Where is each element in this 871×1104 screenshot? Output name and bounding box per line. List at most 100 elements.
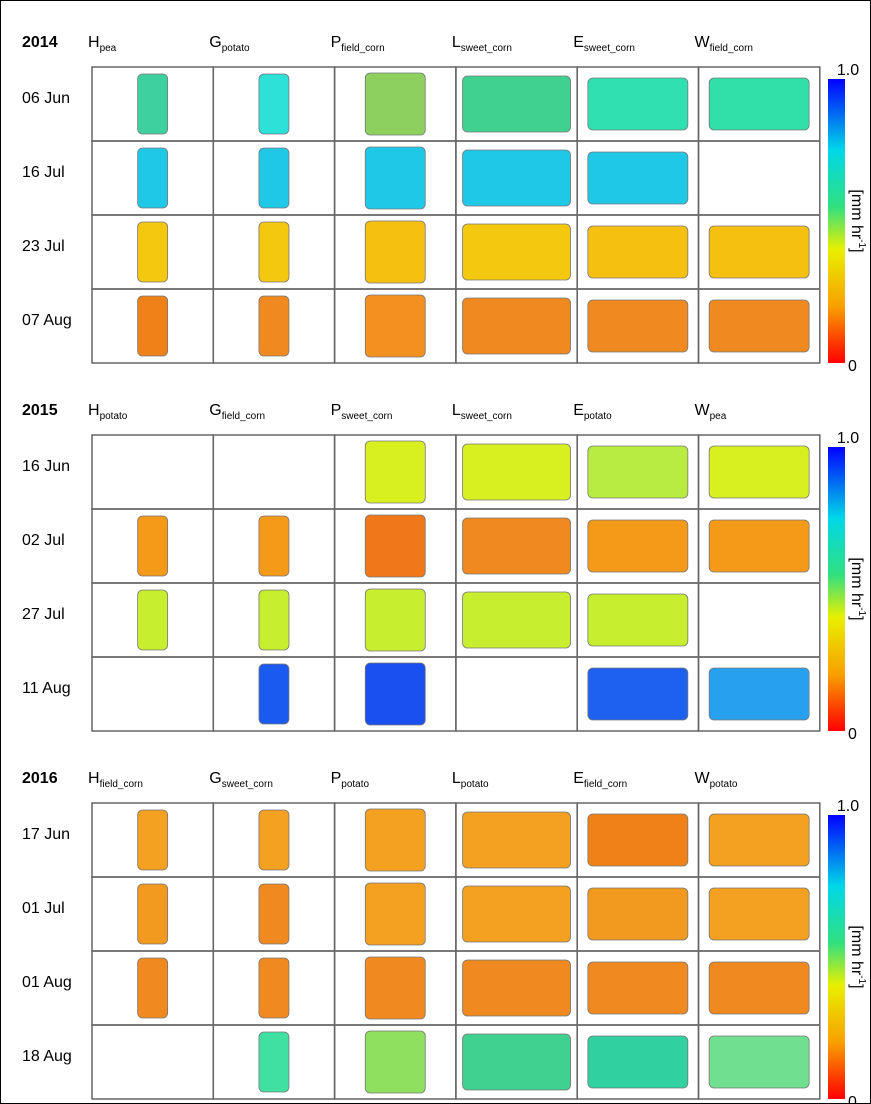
unit-end: ] xyxy=(848,248,865,252)
field-map xyxy=(463,444,571,500)
field-map xyxy=(463,76,571,132)
plot-letter: H xyxy=(88,34,100,51)
field-map xyxy=(463,150,571,206)
field-map xyxy=(259,958,289,1018)
field-map xyxy=(588,520,688,572)
field-map xyxy=(259,1032,289,1092)
crop-name: potato xyxy=(222,43,250,54)
plot-letter: P xyxy=(331,770,342,787)
date-label: 01 Jul xyxy=(22,900,65,917)
grid-cell xyxy=(92,1025,213,1099)
column-label: Efield_corn xyxy=(573,770,627,789)
field-map xyxy=(365,441,425,503)
plot-letter: P xyxy=(331,402,342,419)
date-label: 18 Aug xyxy=(22,1048,72,1065)
date-label: 07 Aug xyxy=(22,312,72,329)
field-map xyxy=(588,78,688,130)
field-map xyxy=(365,1031,425,1093)
colorbar-max: 1.0 xyxy=(837,798,859,815)
grid-cell xyxy=(699,583,820,657)
field-map xyxy=(138,810,168,870)
plot-letter: H xyxy=(88,770,100,787)
unit-end: ] xyxy=(848,984,865,988)
field-map xyxy=(588,594,688,646)
field-map xyxy=(463,592,571,648)
colorbar xyxy=(828,815,845,1099)
column-label: Pfield_corn xyxy=(331,34,385,53)
unit-text: [mm hr xyxy=(848,189,865,239)
column-label: Gpotato xyxy=(209,34,250,53)
field-map xyxy=(365,589,425,651)
crop-name: potato xyxy=(461,779,489,790)
colorbar-min: 0 xyxy=(848,1094,857,1104)
field-map xyxy=(463,960,571,1016)
field-map xyxy=(365,957,425,1019)
field-map xyxy=(588,888,688,940)
field-map xyxy=(709,300,809,352)
plot-letter: W xyxy=(695,402,711,419)
unit-text: [mm hr xyxy=(848,925,865,975)
crop-name: field_corn xyxy=(100,779,143,790)
grid-cell xyxy=(213,435,334,509)
date-label: 06 Jun xyxy=(22,90,70,107)
colorbar-min: 0 xyxy=(848,358,857,375)
plot-letter: E xyxy=(573,770,584,787)
column-label: Hpea xyxy=(88,34,117,53)
plot-letter: L xyxy=(452,402,461,419)
column-label: Hfield_corn xyxy=(88,770,143,789)
date-label: 11 Aug xyxy=(22,680,71,697)
field-map xyxy=(138,222,168,282)
crop-name: pea xyxy=(100,43,117,54)
crop-name: sweet_corn xyxy=(584,43,635,54)
plot-letter: E xyxy=(573,402,584,419)
field-map xyxy=(259,664,289,724)
field-map xyxy=(365,221,425,283)
crop-name: potato xyxy=(341,779,369,790)
column-label: Lsweet_corn xyxy=(452,402,512,421)
field-map xyxy=(259,884,289,944)
column-label: Lpotato xyxy=(452,770,489,789)
crop-name: sweet_corn xyxy=(461,43,512,54)
plot-letter: W xyxy=(695,770,711,787)
year-label: 2016 xyxy=(22,770,58,787)
unit-text: [mm hr xyxy=(848,557,865,607)
crop-name: sweet_corn xyxy=(461,411,512,422)
colorbar-unit: [mm hr-1] xyxy=(848,557,868,620)
field-map xyxy=(588,962,688,1014)
colorbar-max: 1.0 xyxy=(837,430,859,447)
field-map xyxy=(588,668,688,720)
column-label: Ppotato xyxy=(331,770,370,789)
field-map xyxy=(259,148,289,208)
field-map xyxy=(588,300,688,352)
plot-letter: G xyxy=(209,770,221,787)
field-map xyxy=(588,152,688,204)
field-map xyxy=(259,516,289,576)
field-map xyxy=(259,222,289,282)
field-map xyxy=(138,296,168,356)
field-map xyxy=(709,78,809,130)
crop-name: potato xyxy=(710,779,738,790)
column-label: Wpotato xyxy=(695,770,738,789)
field-map xyxy=(463,298,571,354)
colorbar-unit: [mm hr-1] xyxy=(848,189,868,252)
date-label: 27 Jul xyxy=(22,606,65,623)
date-label: 16 Jun xyxy=(22,458,70,475)
field-map xyxy=(365,809,425,871)
field-map xyxy=(709,962,809,1014)
crop-name: field_corn xyxy=(341,43,384,54)
field-map xyxy=(709,226,809,278)
column-label: Epotato xyxy=(573,402,612,421)
field-map xyxy=(138,148,168,208)
colorbar-unit: [mm hr-1] xyxy=(848,925,868,988)
field-map xyxy=(709,520,809,572)
column-label: Lsweet_corn xyxy=(452,34,512,53)
plot-letter: H xyxy=(88,402,100,419)
field-map xyxy=(365,515,425,577)
field-map xyxy=(463,224,571,280)
field-map xyxy=(463,812,571,868)
column-label: Esweet_corn xyxy=(573,34,635,53)
plot-letter: G xyxy=(209,402,221,419)
plot-letter: L xyxy=(452,770,461,787)
field-map xyxy=(365,147,425,209)
field-map xyxy=(588,1036,688,1088)
